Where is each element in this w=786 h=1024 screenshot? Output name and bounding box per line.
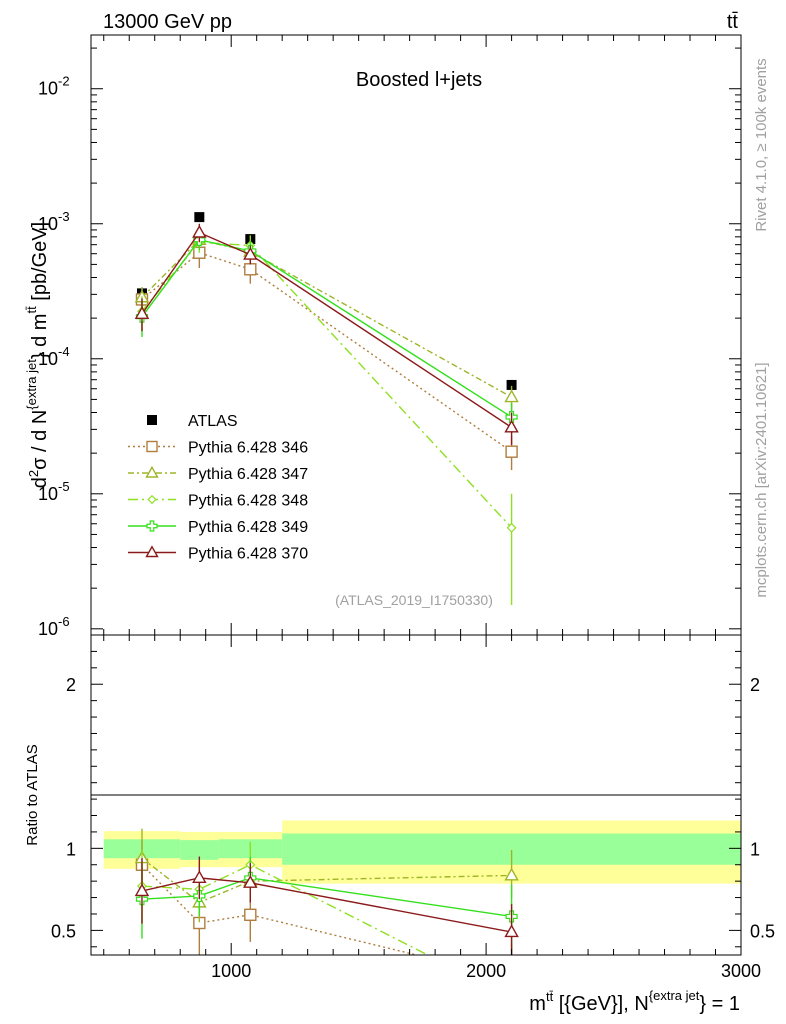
ratio-point: [134, 883, 150, 897]
data-point: [192, 224, 207, 238]
series-line: [141, 239, 512, 418]
main-y-tick-label: 10-3: [38, 209, 70, 234]
legend: ATLAS Pythia 6.428 346 Pythia 6.428 347 Pyt…: [128, 413, 308, 563]
main-y-tick-label: 10-6: [38, 614, 70, 639]
legend-entry: Pythia 6.428 370: [128, 545, 308, 563]
ratio-point: [504, 867, 519, 881]
legend-marker: [146, 440, 158, 453]
legend-marker: [147, 415, 157, 425]
ratio-series-pythia-6-428-370: [134, 856, 519, 955]
x-tick-label: 3000: [721, 961, 761, 981]
main-panel: 10-6 10-5 10-4 10-3 10-2 Boosted l+jets (ATL…: [38, 34, 742, 639]
data-point: [505, 445, 518, 458]
xlabel: mtt̄ [{GeV}], N{extra jet} = 1: [529, 988, 740, 1015]
ratio-point: [507, 994, 515, 1002]
legend-marker: [147, 494, 157, 505]
main-y-tick-label: 10-2: [38, 74, 70, 99]
header-energy-label: 13000 GeV pp: [103, 11, 232, 33]
series-line: [141, 231, 512, 429]
legend-marker: [146, 520, 158, 532]
ratio-y-tick-label-right: 2: [750, 675, 760, 695]
mcplots-label: mcplots.cern.ch [arXiv:2401.10621]: [753, 362, 770, 597]
uncertainty-band-inner: [180, 840, 219, 860]
rivet-label: Rivet 4.1.0, ≥ 100k events: [753, 58, 770, 231]
ratio-frame: [90, 634, 742, 956]
main-ylabel: d2σ / d N{extra jet} d mtt̄ [pb/GeV]: [24, 222, 51, 488]
data-point: [506, 522, 517, 533]
ratio-line: [141, 877, 512, 933]
ratio-ylabel: Ratio to ATLAS: [24, 744, 41, 845]
ratio-line: [141, 863, 430, 955]
ratio-line: [141, 864, 420, 955]
legend-entry: Pythia 6.428 348: [128, 493, 308, 510]
legend-label: Pythia 6.428 370: [188, 546, 308, 563]
ratio-point: [506, 972, 517, 983]
ratio-point: [504, 924, 519, 938]
legend-label: Pythia 6.428 349: [188, 519, 308, 536]
series-pythia-6-428-370: [134, 223, 519, 445]
data-point: [194, 212, 205, 223]
data-point: [504, 419, 519, 433]
header-process-label: tt̄: [727, 11, 739, 33]
data-point: [506, 379, 517, 390]
legend-entry: ATLAS: [147, 413, 238, 430]
data-point: [134, 306, 150, 319]
legend-marker: [145, 465, 159, 478]
ratio-point: [244, 908, 257, 921]
series-line: [141, 241, 513, 529]
ratio-panel: 0.5 0.5 1 1 2 2 1000 2000 3000: [51, 634, 775, 1002]
x-tick-label: 2000: [466, 961, 506, 981]
legend-marker: [145, 545, 159, 558]
series-line: [141, 239, 512, 398]
data-point: [243, 246, 258, 260]
main-y-tick-label: 10-4: [38, 344, 70, 369]
ratio-point: [192, 870, 207, 883]
ratio-y-tick-label: 1: [66, 839, 76, 859]
legend-label: ATLAS: [188, 413, 238, 430]
ratio-y-tick-label: 2: [66, 675, 76, 695]
legend-label: Pythia 6.428 348: [188, 493, 308, 510]
x-tick-label: 1000: [211, 961, 251, 981]
legend-label: Pythia 6.428 347: [188, 466, 308, 483]
panel-title: Boosted l+jets: [356, 69, 482, 91]
ratio-y-tick-label-right: 0.5: [750, 921, 775, 941]
legend-entry: Pythia 6.428 349: [128, 519, 308, 536]
legend-label: Pythia 6.428 346: [188, 440, 308, 457]
main-y-tick-label: 10-5: [38, 479, 70, 504]
data-point: [504, 389, 519, 403]
analysis-id: (ATLAS_2019_I1750330): [335, 592, 493, 608]
series-pythia-6-428-349: [135, 230, 518, 434]
legend-entry: Pythia 6.428 347: [128, 465, 308, 483]
ratio-y-tick-label-right: 1: [750, 839, 760, 859]
data-point: [244, 263, 257, 276]
ratio-line: [141, 857, 512, 904]
ratio-point: [243, 875, 258, 888]
legend-entry: Pythia 6.428 346: [128, 440, 308, 457]
ratio-line: [141, 877, 512, 918]
ratio-y-tick-label: 0.5: [51, 921, 76, 941]
series-pythia-6-428-346: [135, 240, 518, 471]
